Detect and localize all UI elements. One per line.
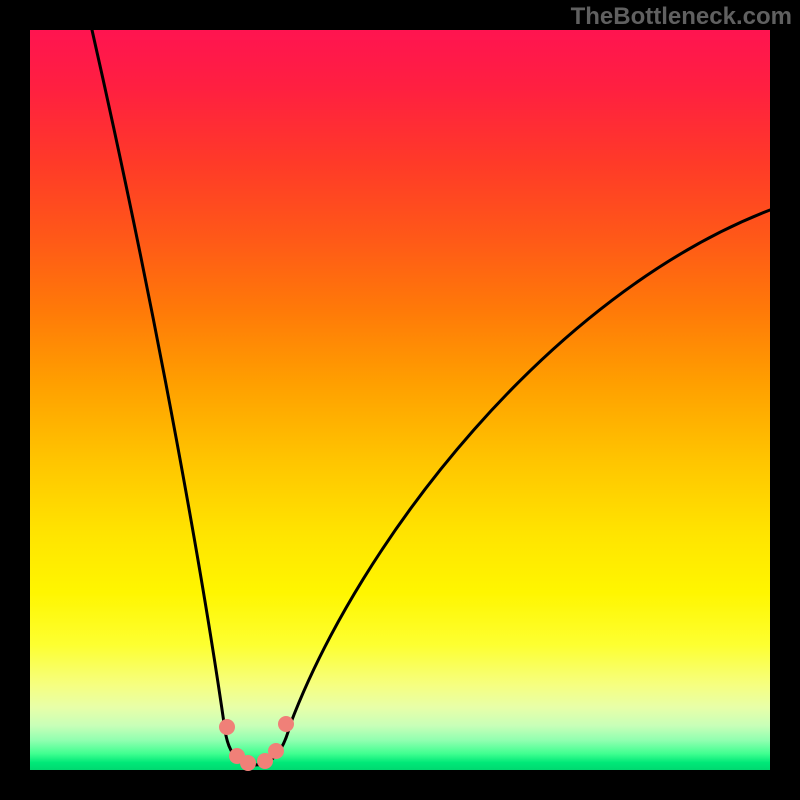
watermark-text: TheBottleneck.com [571, 3, 792, 31]
plot-area [30, 30, 770, 770]
bottleneck-curve [30, 30, 770, 770]
data-marker [268, 743, 284, 759]
data-marker [240, 755, 256, 771]
data-marker [219, 719, 235, 735]
data-marker [278, 716, 294, 732]
chart-frame: TheBottleneck.com [0, 0, 800, 800]
